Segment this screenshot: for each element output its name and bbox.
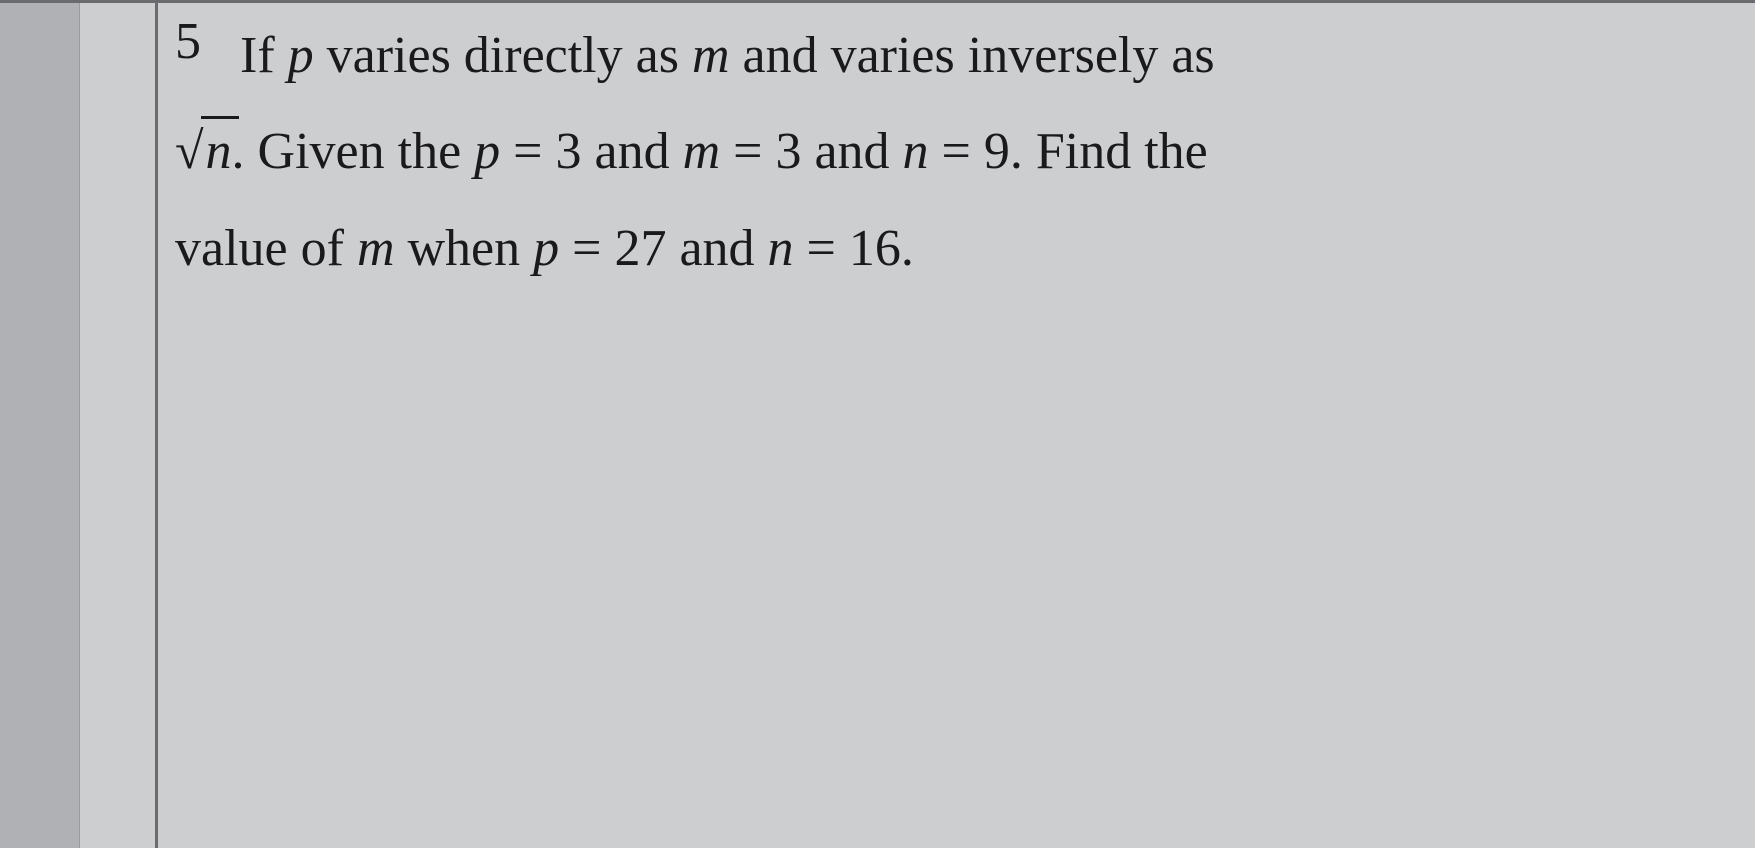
text-segment: . Given the bbox=[232, 123, 475, 180]
left-margin bbox=[0, 0, 80, 848]
question-line-1: If p varies directly as m and varies inv… bbox=[240, 12, 1730, 100]
text-segment: = 9. Find the bbox=[929, 123, 1208, 180]
question-line-2: √n . Given the p = 3 and m = 3 and n = 9… bbox=[175, 108, 1730, 196]
variable-m: m bbox=[683, 123, 721, 180]
variable-p: p bbox=[474, 123, 500, 180]
variable-m: m bbox=[357, 220, 395, 277]
text-segment: = 3 and bbox=[720, 123, 902, 180]
top-border-line bbox=[0, 0, 1755, 3]
text-segment: and varies inversely as bbox=[730, 27, 1215, 84]
sqrt-symbol: √ bbox=[175, 123, 204, 180]
text-segment: = 3 and bbox=[500, 123, 682, 180]
variable-p: p bbox=[288, 27, 314, 84]
text-segment: when bbox=[395, 220, 534, 277]
variable-n: n bbox=[768, 220, 794, 277]
variable-m: m bbox=[692, 27, 730, 84]
variable-n: n bbox=[903, 123, 929, 180]
question-line-3: value of m when p = 27 and n = 16. bbox=[175, 205, 1730, 293]
page-container: 5 If p varies directly as m and varies i… bbox=[0, 0, 1755, 848]
sqrt-expression: √n bbox=[175, 108, 232, 196]
sqrt-overline bbox=[201, 116, 239, 119]
text-segment: value of bbox=[175, 220, 357, 277]
text-segment: = 27 and bbox=[559, 220, 767, 277]
variable-p: p bbox=[533, 220, 559, 277]
text-segment: If bbox=[240, 27, 288, 84]
question-text: If p varies directly as m and varies inv… bbox=[240, 12, 1730, 293]
text-segment: = 16. bbox=[794, 220, 914, 277]
variable-n: n bbox=[204, 123, 232, 180]
question-number: 5 bbox=[175, 12, 201, 71]
vertical-divider-line bbox=[155, 0, 158, 848]
text-segment: varies directly as bbox=[314, 27, 692, 84]
